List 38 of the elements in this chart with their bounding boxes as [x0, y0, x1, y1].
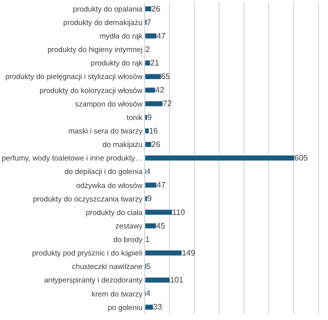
bar	[145, 87, 156, 94]
data-label: 33	[153, 302, 163, 312]
data-label: 26	[151, 4, 161, 14]
data-label: 5	[146, 262, 152, 272]
data-label: 9	[147, 194, 152, 204]
bar	[145, 304, 154, 310]
bar	[145, 6, 152, 12]
data-label: 1	[145, 234, 150, 244]
bar	[145, 32, 157, 39]
data-label: 65	[161, 72, 171, 82]
bar	[145, 209, 172, 216]
data-label: 605	[294, 154, 308, 162]
data-label: 110	[172, 208, 186, 217]
bar	[145, 222, 156, 229]
bar	[145, 277, 170, 284]
data-label: 16	[148, 126, 158, 136]
data-label: 42	[155, 86, 165, 95]
bar	[145, 100, 164, 107]
bar	[145, 155, 295, 161]
data-label: 101	[170, 276, 184, 285]
data-label: 7	[146, 18, 152, 27]
data-label: 45	[156, 221, 166, 230]
data-label: 9	[147, 112, 152, 122]
bar	[145, 250, 182, 256]
data-label: 4	[146, 167, 151, 176]
bar	[145, 182, 157, 188]
data-label: 21	[150, 58, 160, 68]
bar	[145, 128, 150, 134]
data-label: 149	[182, 248, 196, 258]
bar	[145, 141, 152, 148]
bar	[145, 60, 150, 66]
data-label: 2	[145, 44, 150, 54]
data-label: 72	[162, 99, 172, 108]
bar	[145, 74, 162, 80]
data-label: 47	[156, 180, 166, 190]
data-label: 26	[151, 140, 161, 149]
data-label: 47	[156, 31, 166, 40]
data-label: 4	[146, 289, 151, 298]
